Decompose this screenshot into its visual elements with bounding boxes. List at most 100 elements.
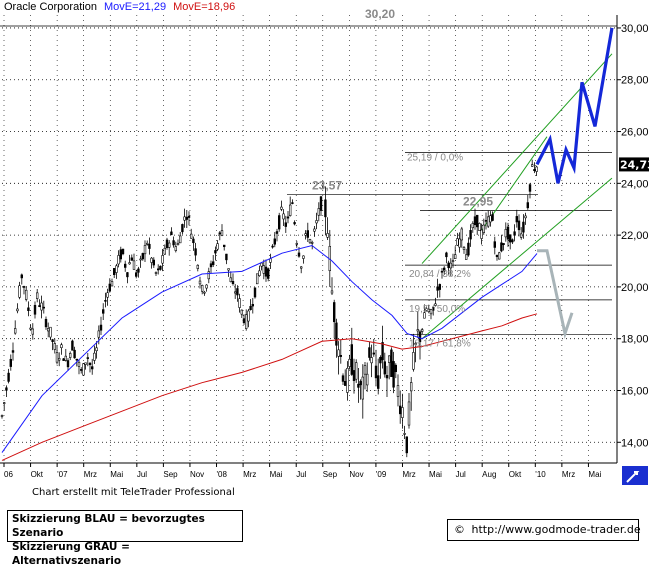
candle-body bbox=[183, 216, 186, 221]
candle-body bbox=[357, 383, 360, 388]
candle-body bbox=[299, 266, 303, 269]
candle-body bbox=[73, 349, 76, 359]
candle-body bbox=[376, 375, 380, 389]
candle-body bbox=[460, 228, 463, 241]
candle-body bbox=[427, 308, 430, 312]
candle-body bbox=[379, 356, 382, 364]
candle-body bbox=[223, 244, 226, 247]
axes bbox=[0, 15, 621, 467]
candle-body bbox=[396, 385, 400, 397]
candle-body bbox=[104, 300, 107, 302]
candle-body bbox=[361, 376, 364, 400]
candle-body bbox=[429, 309, 433, 315]
candle-body bbox=[528, 184, 532, 192]
candle-body bbox=[313, 228, 316, 232]
candle-body bbox=[190, 233, 193, 239]
website-url[interactable]: http://www.godmode-trader.de bbox=[471, 523, 641, 536]
candle-body bbox=[308, 239, 312, 244]
ma-slow-line bbox=[1, 313, 538, 461]
candle-body bbox=[390, 349, 393, 377]
x-tick-label: Mai bbox=[270, 470, 283, 479]
candle-body bbox=[33, 304, 37, 315]
candle-body bbox=[212, 261, 215, 266]
x-tick-label: Jul bbox=[137, 470, 147, 479]
candle-body bbox=[315, 220, 318, 224]
candle-body bbox=[159, 265, 162, 270]
candle-body bbox=[385, 375, 389, 379]
candle-body bbox=[317, 208, 320, 216]
candle-body bbox=[337, 349, 340, 357]
candle-body bbox=[500, 242, 503, 252]
candle-body bbox=[352, 370, 356, 381]
candle-body bbox=[486, 216, 490, 227]
candle-body bbox=[449, 262, 452, 269]
candle-body bbox=[168, 242, 171, 248]
candle-body bbox=[324, 199, 327, 218]
candle-body bbox=[291, 202, 294, 204]
candle-body bbox=[319, 196, 323, 211]
candle-body bbox=[458, 238, 461, 248]
candle-body bbox=[275, 231, 279, 234]
candle-body bbox=[174, 246, 177, 251]
candle-body bbox=[99, 324, 103, 331]
candle-body bbox=[280, 206, 283, 210]
candle-body bbox=[480, 229, 483, 239]
candle-body bbox=[179, 235, 182, 244]
candle-body bbox=[2, 402, 6, 404]
candle-body bbox=[273, 238, 276, 245]
channel-line bbox=[421, 177, 613, 340]
candle-body bbox=[55, 352, 59, 363]
x-tick-label: Mai bbox=[588, 470, 601, 479]
x-tick-label: Aug bbox=[482, 470, 496, 479]
candle-body bbox=[409, 382, 413, 392]
candle-body bbox=[456, 238, 459, 246]
x-tick-label: '10 bbox=[535, 470, 546, 479]
level-label: 20,84 / 38,2% bbox=[409, 269, 471, 280]
candle-body bbox=[135, 272, 138, 277]
candle-body bbox=[438, 284, 441, 290]
candle-body bbox=[383, 361, 386, 375]
candle-body bbox=[11, 350, 15, 353]
candle-body bbox=[491, 214, 494, 221]
candle-body bbox=[401, 407, 404, 418]
candle-body bbox=[440, 270, 444, 273]
candle-body bbox=[535, 166, 538, 172]
candle-body bbox=[339, 355, 342, 357]
scenario-legend: Skizzierung BLAU = bevorzugtes Szenario … bbox=[7, 510, 243, 567]
candle-body bbox=[242, 318, 246, 324]
website-link[interactable]: © http://www.godmode-trader.de bbox=[447, 519, 641, 541]
x-tick-label: Mrz bbox=[402, 470, 415, 479]
candle-body bbox=[91, 366, 94, 370]
candle-body bbox=[434, 303, 437, 306]
candle-body bbox=[24, 289, 28, 300]
candle-body bbox=[27, 307, 30, 311]
candle-body bbox=[471, 223, 474, 229]
candle-body bbox=[62, 358, 65, 361]
candle-body bbox=[288, 204, 292, 216]
candle-body bbox=[368, 347, 371, 358]
chart-background bbox=[0, 0, 649, 485]
candle-body bbox=[97, 330, 101, 338]
candle-body bbox=[102, 309, 105, 314]
candle-body bbox=[130, 257, 133, 261]
candle-body bbox=[51, 339, 54, 343]
copyright-icon: © bbox=[454, 523, 465, 536]
candles bbox=[0, 159, 538, 458]
candle-body bbox=[271, 245, 274, 248]
y-tick-label: 18,00 bbox=[621, 334, 649, 346]
candle-body bbox=[293, 222, 296, 225]
candle-body bbox=[209, 263, 213, 268]
candle-body bbox=[442, 267, 446, 272]
candle-body bbox=[372, 352, 375, 355]
candle-body bbox=[431, 306, 435, 311]
candle-body bbox=[247, 310, 250, 322]
candle-body bbox=[310, 242, 314, 244]
candle-body bbox=[370, 357, 373, 364]
candle-body bbox=[115, 265, 118, 273]
candle-body bbox=[22, 286, 26, 288]
candle-body bbox=[5, 387, 8, 391]
candle-body bbox=[176, 243, 180, 246]
x-tick-label: Okt bbox=[31, 470, 44, 479]
candle-body bbox=[84, 362, 87, 365]
chart-title-text: Oracle Corporation bbox=[4, 1, 97, 13]
